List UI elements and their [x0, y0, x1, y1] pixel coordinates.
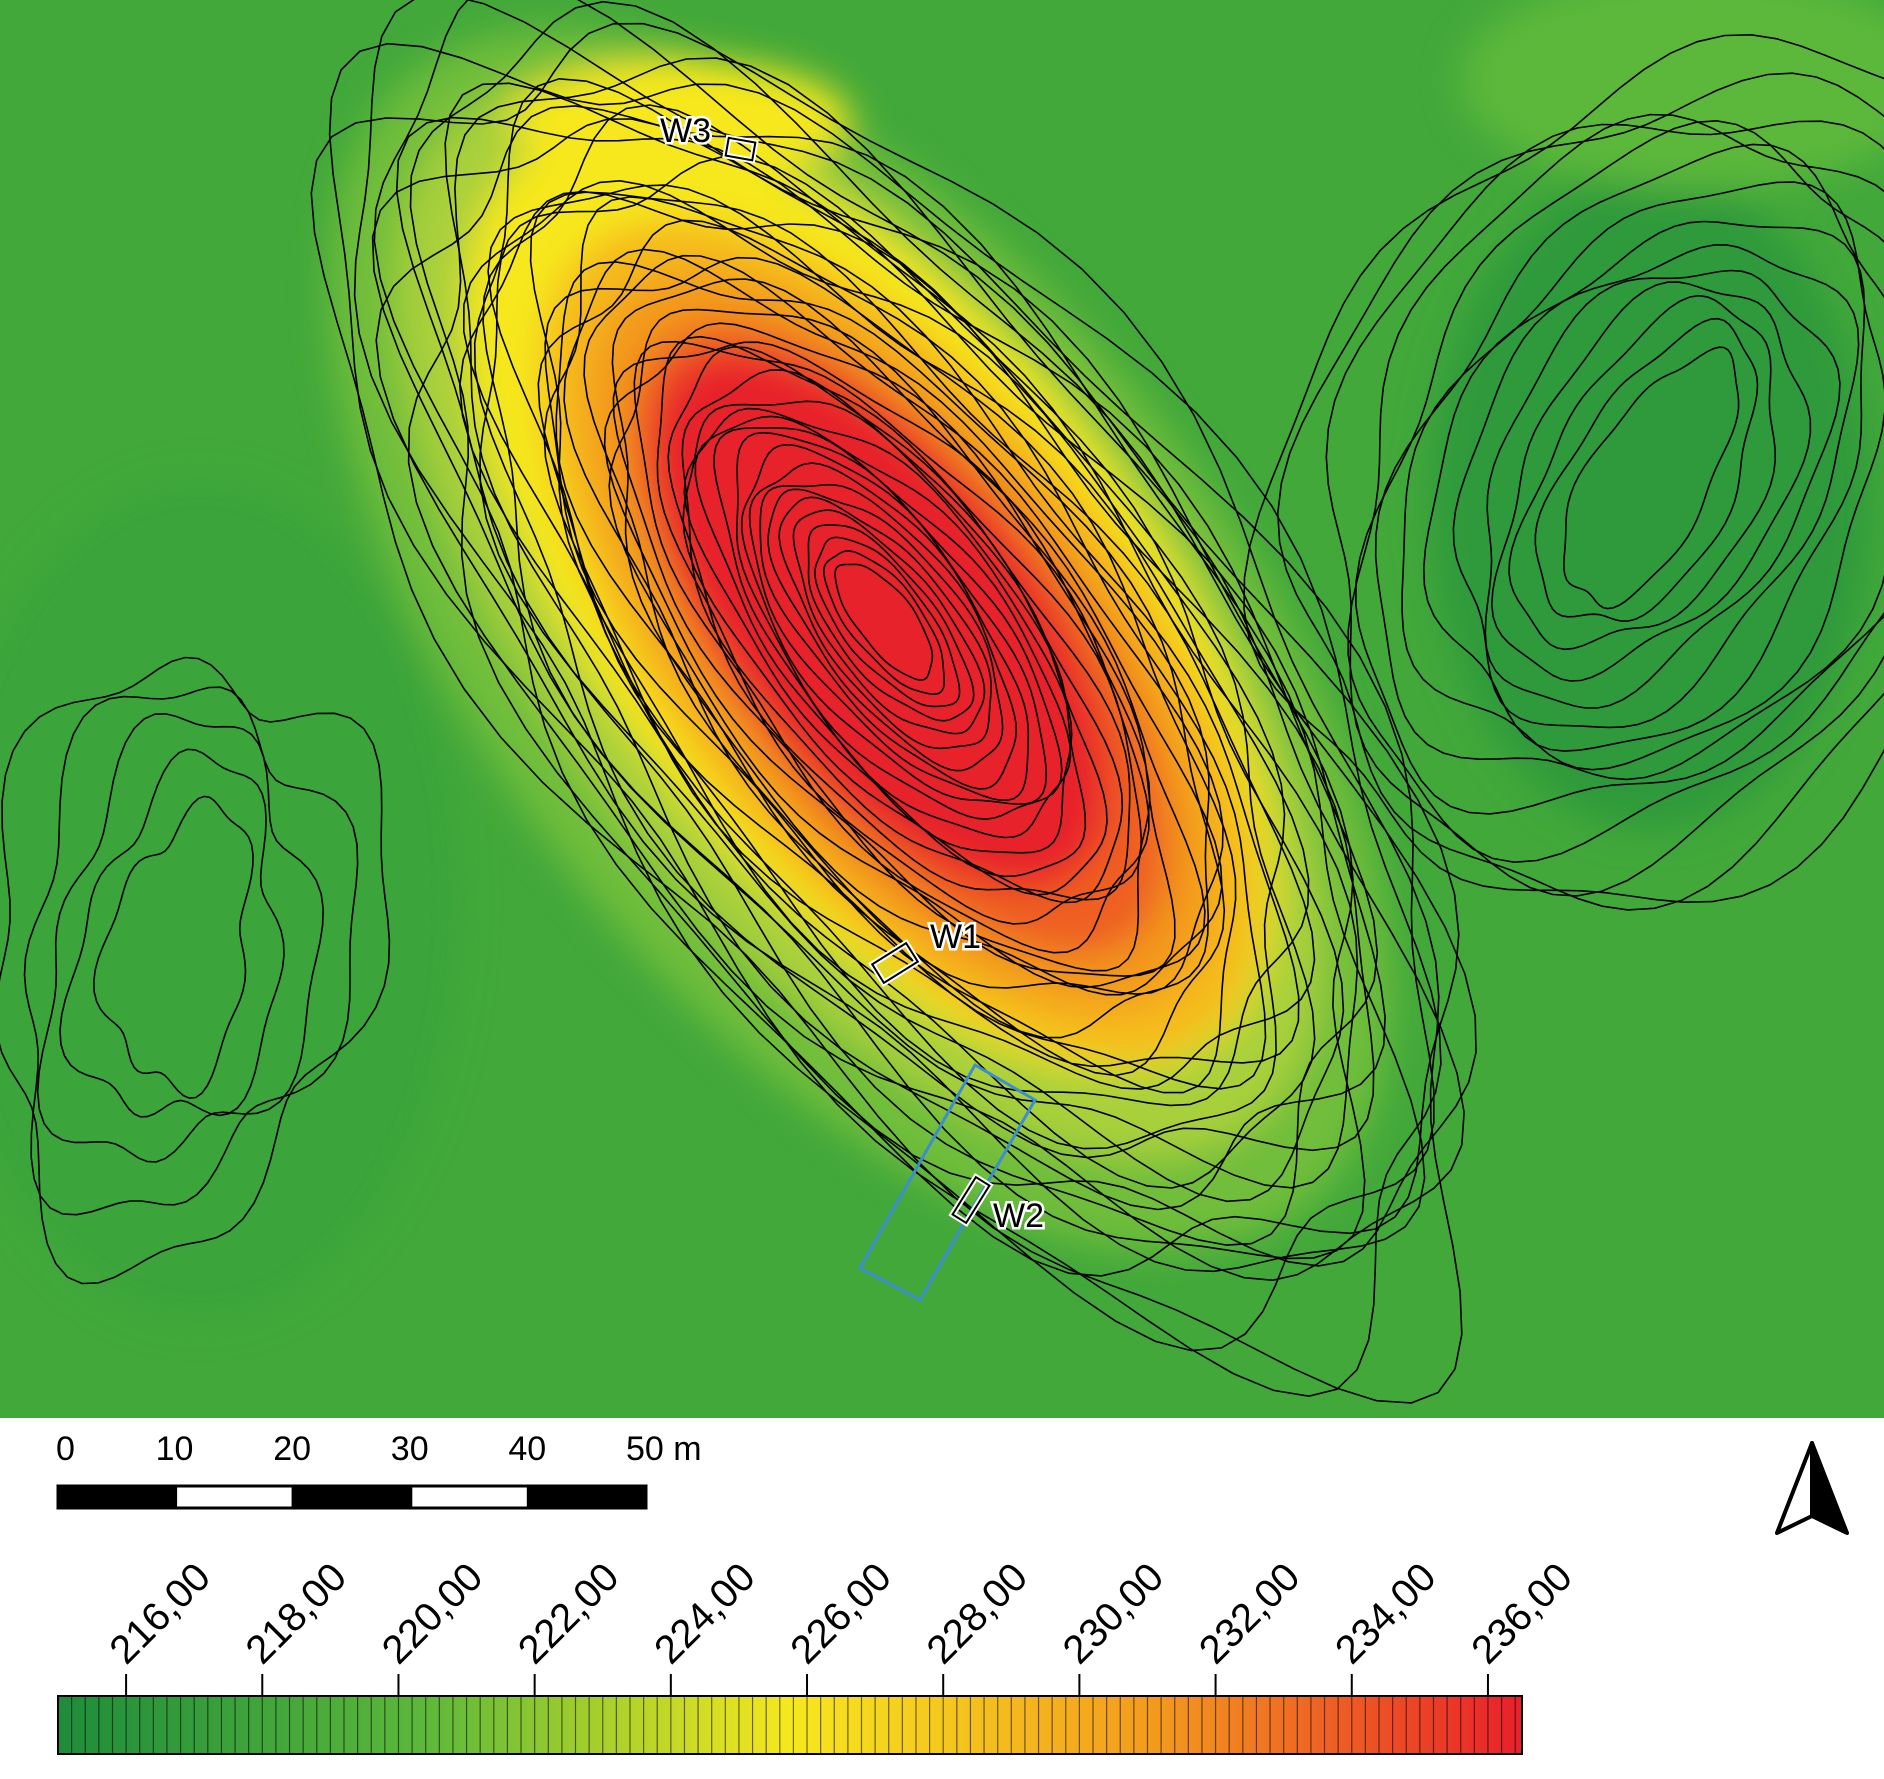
contour-line — [1534, 317, 1759, 622]
contour-line — [1508, 294, 1777, 651]
contour-line — [612, 341, 1151, 972]
contour-line — [23, 686, 359, 1216]
ramp-tick-label: 220,00 — [374, 1555, 492, 1673]
north-arrow-icon — [1775, 1441, 1849, 1535]
contour-line — [1563, 346, 1740, 610]
contour-line — [473, 77, 1375, 1159]
scale-tick-label: 10 — [156, 1430, 194, 1468]
contour-line — [1325, 120, 1884, 897]
contour-line — [759, 483, 1018, 790]
scale-segment — [174, 1484, 295, 1510]
contour-line — [823, 550, 946, 696]
contour-line — [611, 278, 1223, 996]
contour-line — [633, 340, 1150, 954]
contour-line — [529, 191, 1316, 1090]
ramp-tick-label: 228,00 — [918, 1555, 1036, 1673]
contour-line — [59, 748, 285, 1118]
ramp-tick-label: 222,00 — [510, 1555, 628, 1673]
site-w3-label: W3 — [660, 112, 711, 150]
scale-segment — [526, 1484, 648, 1510]
site-w1-label: W1 — [930, 918, 981, 956]
scale-tick-label: 40 — [508, 1430, 546, 1468]
scale-segment — [56, 1484, 178, 1510]
contour-line — [834, 563, 934, 681]
trench-outline — [857, 1062, 1038, 1303]
contour-line — [1243, 33, 1884, 904]
contour-line — [544, 256, 1237, 1094]
contour-line — [373, 0, 1460, 1277]
ramp-tick-label: 226,00 — [782, 1555, 900, 1673]
ramp-tick-label: 232,00 — [1191, 1555, 1309, 1673]
site-w1: W1 — [868, 916, 984, 988]
contour-line — [748, 462, 1030, 802]
contour-line — [407, 57, 1465, 1282]
contour-line — [682, 400, 1108, 896]
scale-tick-label: 30 — [391, 1430, 429, 1468]
contour-line — [563, 248, 1210, 1039]
contour-line — [479, 156, 1345, 1203]
contour-line — [375, 105, 1426, 1273]
contour-line — [608, 308, 1206, 989]
scale-segment — [291, 1484, 413, 1510]
contour-line — [487, 184, 1310, 1107]
contour-line — [395, 116, 1379, 1246]
contour-line — [694, 415, 1073, 854]
contour-line — [1374, 143, 1884, 781]
contour-line — [603, 322, 1176, 977]
contour-line — [1355, 119, 1884, 815]
contour-line — [735, 431, 1063, 820]
contour-line — [683, 407, 1087, 878]
contour-line — [681, 369, 1124, 904]
contour-line — [92, 795, 254, 1100]
contour-line — [310, 22, 1463, 1404]
scale-tick-label: 50 m — [626, 1430, 702, 1468]
scale-tick-label: 0 — [56, 1430, 75, 1468]
legend-area: 0 10 20 30 40 50 m 216,00 218,00 220,00 222,00 22… — [56, 1430, 1849, 1755]
contour-line — [1347, 113, 1884, 864]
elevation-map: W1 W2 W3 — [0, 0, 1884, 1418]
contour-line — [767, 488, 1004, 772]
scale-segment — [409, 1484, 530, 1510]
contour-line — [458, 190, 1316, 1189]
site-w2-label: W2 — [993, 1197, 1044, 1235]
ramp-tick-label: 218,00 — [238, 1555, 356, 1673]
contour-line — [543, 196, 1300, 1068]
contour-line — [537, 219, 1267, 1090]
contour-line — [0, 656, 391, 1285]
ramp-tick-label: 230,00 — [1055, 1555, 1173, 1673]
contour-line — [667, 345, 1131, 901]
terrain-shading — [0, 0, 1884, 1320]
site-w2: W2 — [948, 1172, 1047, 1238]
contour-line — [740, 443, 1048, 806]
ramp-tick-label: 216,00 — [101, 1555, 219, 1673]
contour-line — [778, 496, 992, 750]
contour-line — [482, 104, 1359, 1189]
contour-line — [1276, 72, 1884, 911]
contour-line — [713, 427, 1072, 839]
scale-tick-label: 20 — [273, 1430, 311, 1468]
contour-line — [807, 524, 975, 722]
contour-line — [371, 118, 1366, 1260]
contour-lines — [0, 0, 1884, 1404]
ramp-tick-label: 224,00 — [646, 1555, 764, 1673]
contour-line — [1490, 281, 1812, 682]
site-w3: W3 — [658, 110, 759, 164]
scale-bar: 0 10 20 30 40 50 m — [56, 1430, 702, 1510]
ramp-tick-label: 234,00 — [1327, 1555, 1445, 1673]
contour-line — [1484, 269, 1841, 709]
ramp-tick-label: 236,00 — [1463, 1555, 1581, 1673]
contour-line — [444, 82, 1386, 1211]
elevation-ramp — [57, 1695, 1523, 1755]
contour-line — [1452, 244, 1860, 729]
contour-line — [792, 509, 986, 735]
contour-line — [36, 713, 325, 1163]
elevation-legend: 216,00 218,00 220,00 222,00 224,00 226,00 228,… — [57, 1555, 1581, 1755]
contour-line — [814, 536, 961, 708]
